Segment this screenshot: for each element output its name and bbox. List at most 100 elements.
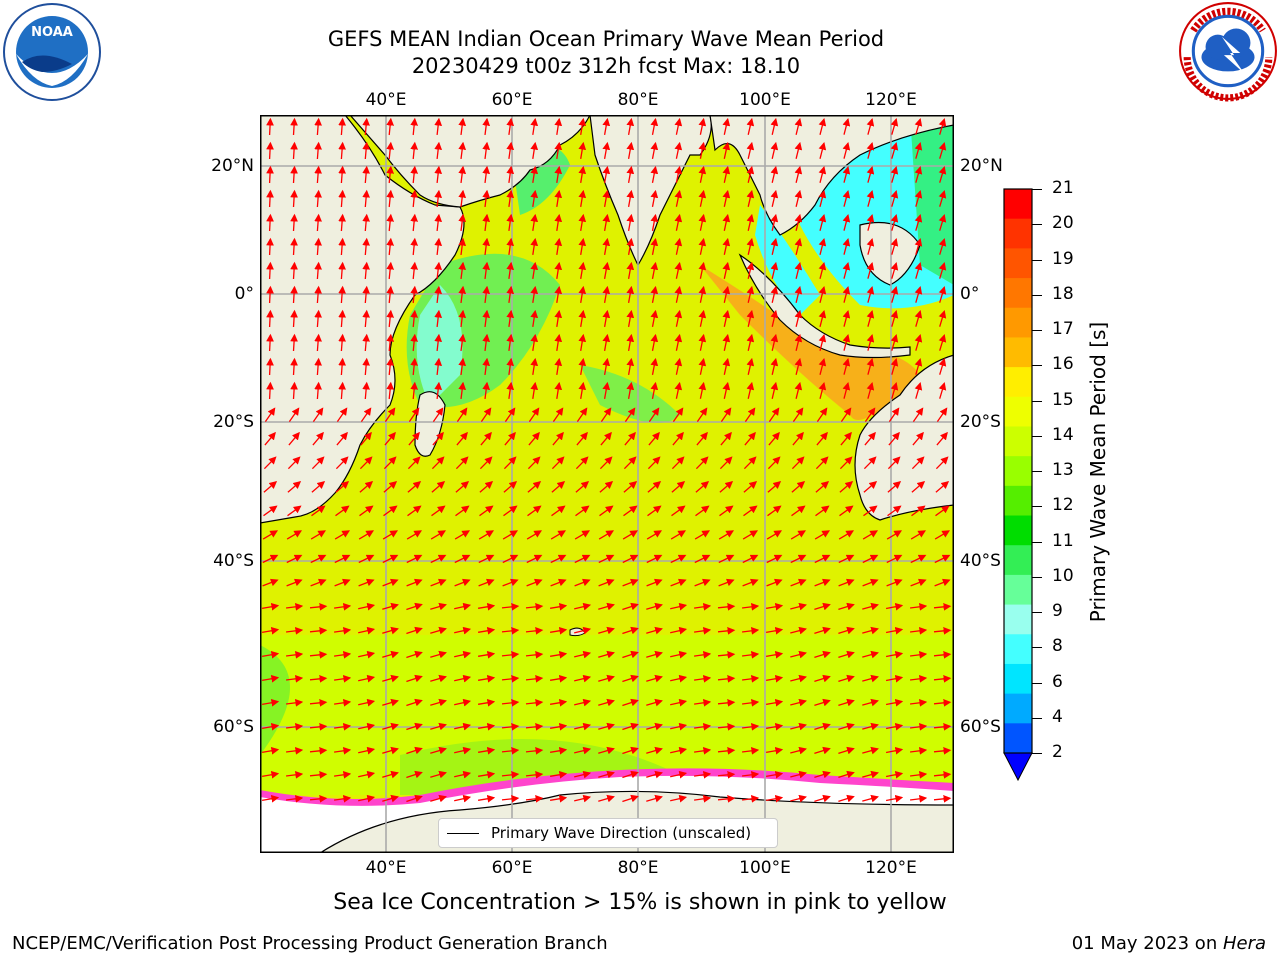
colorbar-tick-mark [1032, 294, 1042, 296]
wave-direction-arrow [698, 285, 707, 303]
wave-direction-arrow [765, 626, 784, 635]
wave-direction-arrow [862, 578, 879, 587]
wave-direction-arrow [914, 262, 923, 279]
wave-direction-arrow [578, 357, 587, 376]
wave-direction-arrow [914, 142, 923, 159]
wave-direction-arrow [554, 165, 563, 183]
wave-direction-arrow [455, 480, 470, 493]
wave-direction-arrow [266, 141, 274, 160]
wave-direction-arrow [720, 407, 732, 422]
wave-direction-arrow [477, 722, 496, 731]
wave-direction-arrow [770, 309, 779, 327]
wave-direction-arrow [717, 626, 736, 635]
wave-direction-arrow [648, 431, 660, 446]
wave-direction-arrow [406, 698, 423, 707]
wave-direction-arrow [910, 674, 928, 683]
wave-direction-arrow [504, 431, 516, 446]
wave-direction-arrow [262, 578, 279, 587]
wave-direction-arrow [530, 237, 539, 255]
wave-direction-arrow [650, 261, 659, 280]
wave-direction-arrow [717, 674, 736, 683]
colorbar-tick-label: 10 [1052, 565, 1074, 586]
wave-direction-arrow [890, 118, 899, 135]
lon-tick-bottom: 60°E [491, 858, 533, 878]
wave-direction-arrow [818, 357, 827, 375]
wave-direction-arrow [794, 165, 803, 183]
wave-direction-arrow [599, 456, 613, 470]
wave-direction-arrow [384, 431, 396, 446]
wave-direction-arrow [527, 505, 542, 517]
wave-direction-arrow [434, 261, 443, 279]
footer-date: 01 May 2023 on Hera [1072, 933, 1266, 954]
wave-direction-arrow [314, 261, 323, 280]
wave-direction-arrow [261, 674, 280, 683]
wave-direction-arrow [694, 626, 712, 635]
wave-direction-arrow [454, 578, 471, 587]
wave-direction-arrow [890, 262, 899, 279]
wave-direction-arrow [647, 456, 661, 470]
wave-direction-arrow [791, 505, 806, 517]
wave-direction-arrow [742, 698, 760, 707]
wave-direction-arrow [551, 505, 566, 517]
wave-direction-arrow [938, 190, 947, 207]
wave-direction-arrow [406, 746, 423, 755]
wave-direction-arrow [818, 261, 827, 279]
wave-direction-arrow [528, 431, 540, 446]
wave-direction-arrow [477, 770, 496, 779]
wave-direction-arrow [842, 382, 851, 399]
wave-direction-arrow [674, 381, 683, 399]
wave-direction-arrow [912, 407, 924, 422]
wave-direction-arrow [309, 794, 328, 803]
wave-direction-arrow [266, 333, 274, 352]
wave-direction-arrow [842, 262, 851, 279]
wave-direction-arrow [314, 141, 323, 160]
wave-direction-arrow [382, 530, 399, 540]
wave-direction-arrow [914, 238, 923, 255]
wave-direction-arrow [386, 141, 395, 160]
wave-direction-arrow [671, 480, 686, 493]
wave-direction-arrow [477, 650, 496, 659]
wave-direction-arrow [885, 602, 904, 611]
wave-direction-arrow [794, 261, 803, 279]
noaa-logo: NOAA [3, 3, 101, 101]
wave-direction-arrow [434, 117, 443, 135]
wave-direction-arrow [626, 285, 635, 304]
wave-direction-arrow [623, 505, 638, 517]
wave-direction-arrow [290, 261, 298, 280]
wave-direction-arrow [338, 261, 347, 280]
wave-direction-arrow [814, 578, 831, 587]
wave-direction-arrow [842, 166, 851, 183]
wave-direction-arrow [386, 189, 395, 208]
wave-direction-arrow [838, 530, 855, 540]
colorbar-tick-label: 2 [1052, 742, 1063, 762]
wave-direction-arrow [722, 213, 731, 231]
wave-direction-arrow [765, 650, 784, 659]
wave-direction-arrow [288, 407, 300, 422]
wave-direction-arrow [290, 381, 298, 400]
wave-direction-arrow [768, 407, 780, 422]
colorbar-band [1004, 337, 1032, 368]
map-frame [260, 115, 954, 853]
wave-direction-arrow [550, 578, 567, 587]
wave-direction-arrow [650, 117, 659, 136]
wave-direction-arrow [934, 554, 951, 564]
wave-direction-arrow [286, 722, 304, 731]
wave-direction-arrow [650, 309, 659, 328]
wave-direction-arrow [933, 794, 952, 803]
wave-direction-arrow [458, 261, 467, 279]
wave-direction-arrow [261, 746, 280, 755]
wave-direction-arrow [382, 578, 399, 587]
map-subtitle: 20230429 t00z 312h fcst Max: 18.10 [411, 54, 801, 78]
wave-direction-arrow [286, 602, 304, 611]
wave-direction-arrow [362, 285, 371, 304]
wave-direction-arrow [695, 505, 710, 517]
wave-direction-arrow [743, 505, 758, 517]
wave-direction-arrow [382, 770, 399, 779]
wave-direction-arrow [866, 286, 875, 303]
wave-direction-arrow [266, 285, 274, 304]
wave-direction-arrow [406, 602, 423, 611]
colorbar-tick-label: 12 [1052, 495, 1074, 516]
wave-direction-arrow [287, 505, 302, 517]
wave-direction-arrow [598, 698, 615, 707]
wave-direction-arrow [770, 213, 779, 231]
